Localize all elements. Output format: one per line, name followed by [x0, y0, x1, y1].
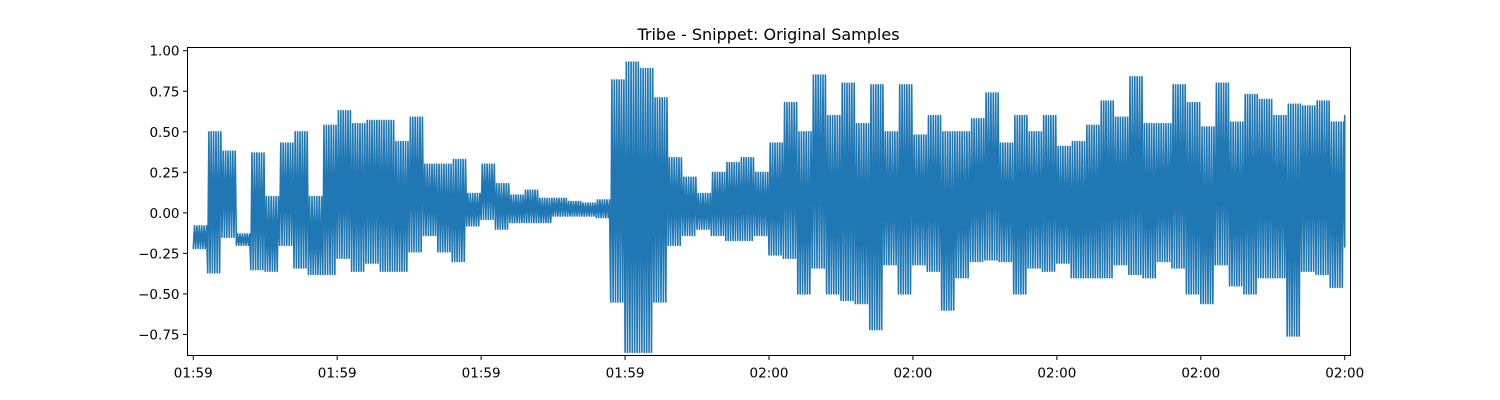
x-tick-label: 01:59 [174, 366, 213, 382]
x-tick-label: 01:59 [318, 366, 357, 382]
y-tick-label: −0.25 [138, 246, 179, 262]
chart-title: Tribe - Snippet: Original Samples [636, 25, 899, 44]
y-tick-label: 0.25 [149, 165, 179, 181]
x-tick-label: 02:00 [750, 366, 789, 382]
x-tick-label: 01:59 [462, 366, 501, 382]
x-tick-label: 02:00 [1037, 366, 1076, 382]
waveform-line [192, 61, 1346, 354]
y-tick-label: 0.75 [149, 84, 179, 100]
y-tick-label: −0.50 [138, 287, 179, 303]
y-tick-label: 0.50 [149, 125, 179, 141]
x-tick-label: 01:59 [606, 366, 645, 382]
x-tick-label: 02:00 [1325, 366, 1364, 382]
plot-area [187, 47, 1351, 356]
x-tick-label: 02:00 [1181, 366, 1220, 382]
series-layer [192, 61, 1346, 354]
y-axis: −0.75 −0.50 −0.25 0.00 0.25 0.50 0.75 1.00 [138, 44, 188, 343]
x-tick-label: 02:00 [893, 366, 932, 382]
y-tick-label: 1.00 [149, 44, 179, 60]
y-tick-label: −0.75 [138, 327, 179, 343]
x-axis: 01:59 01:59 01:59 01:59 02:00 02:00 02:00 02:00… [174, 355, 1364, 382]
y-tick-label: 0.00 [149, 206, 179, 222]
